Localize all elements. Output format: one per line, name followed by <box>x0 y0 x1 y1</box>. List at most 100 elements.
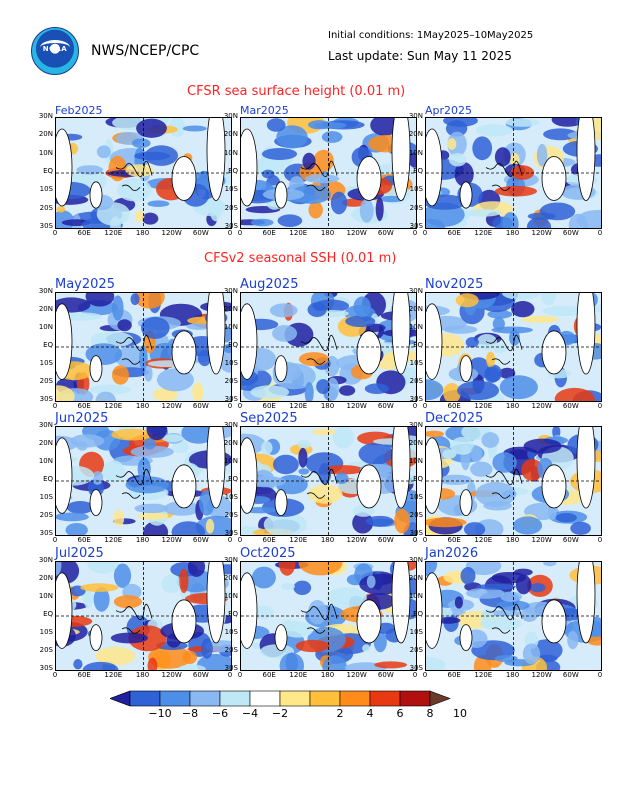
lon-label: 0 <box>597 402 603 410</box>
colorbar-tick-label: 8 <box>426 707 434 720</box>
panel-title: May2025 <box>55 277 115 292</box>
lat-label: EQ <box>228 475 238 483</box>
lon-label: 60E <box>77 402 91 410</box>
lon-label: 120W <box>346 671 367 679</box>
ssh-map-panel <box>425 117 602 229</box>
lon-label: 120E <box>289 402 308 410</box>
colorbar-tick-label: −10 <box>148 707 172 720</box>
lon-label: 0 <box>52 402 58 410</box>
lat-label: EQ <box>228 610 238 618</box>
lat-label: 30N <box>38 421 53 429</box>
lon-label: 120E <box>474 671 493 679</box>
lat-label: 10S <box>39 493 53 501</box>
lon-label: 60E <box>447 402 461 410</box>
lat-label: 10S <box>409 359 423 367</box>
colorbar-tick-label: −4 <box>241 707 259 720</box>
lon-label: 0 <box>52 536 58 544</box>
lat-label: 30S <box>39 529 53 537</box>
colorbar-swatch <box>339 690 371 707</box>
lat-label: EQ <box>228 341 238 349</box>
lon-label: 120W <box>161 671 182 679</box>
lat-label: 10S <box>39 359 53 367</box>
lat-label: 20N <box>408 305 423 313</box>
lon-label: 120W <box>346 402 367 410</box>
colorbar-swatch <box>399 690 431 707</box>
lon-label: 120W <box>161 402 182 410</box>
lat-label: 30S <box>39 222 53 230</box>
lon-label: 60W <box>192 536 209 544</box>
lat-label: EQ <box>413 610 423 618</box>
lon-label: 0 <box>422 671 428 679</box>
lat-label: 20S <box>409 203 423 212</box>
lat-label: 30N <box>408 287 423 295</box>
colorbar-tick-label: 2 <box>336 707 344 720</box>
lon-label: 180 <box>505 536 520 544</box>
lat-label: 30S <box>409 664 423 672</box>
colorbar-min-arrow <box>110 690 131 707</box>
ssh-map-panel <box>55 117 232 229</box>
ssh-map-panel <box>425 561 602 671</box>
lon-label: 0 <box>52 671 58 679</box>
lat-label: 20N <box>38 574 53 582</box>
lat-label: 10N <box>223 457 238 465</box>
lon-label: 120E <box>474 536 493 544</box>
lon-label: 60W <box>562 229 579 237</box>
lat-label: EQ <box>413 167 423 175</box>
lon-label: 60W <box>377 536 394 544</box>
lat-label: 30N <box>223 421 238 429</box>
lon-label: 120W <box>531 671 552 679</box>
lon-label: 0 <box>412 671 418 679</box>
colorbar-swatch <box>129 690 161 707</box>
lon-label: 0 <box>227 229 233 237</box>
lon-label: 180 <box>320 229 335 237</box>
lat-label: 30S <box>409 222 423 230</box>
lon-label: 120W <box>531 402 552 410</box>
panel-title: Jun2025 <box>55 411 109 426</box>
colorbar-swatch <box>189 690 221 707</box>
lat-label: 20S <box>224 646 238 654</box>
lat-label: EQ <box>43 167 53 175</box>
lat-label: 10N <box>408 457 423 465</box>
lat-label: 10N <box>408 592 423 600</box>
lat-label: 10S <box>224 185 238 194</box>
ssh-map-panel <box>55 292 232 402</box>
lat-label: 10S <box>409 493 423 501</box>
lon-label: 0 <box>597 671 603 679</box>
colorbar-tick-label: 10 <box>453 707 467 720</box>
lat-label: 10N <box>38 592 53 600</box>
lat-label: 20S <box>39 203 53 212</box>
lon-label: 0 <box>412 402 418 410</box>
lon-label: 120W <box>161 229 182 237</box>
lat-label: 20N <box>223 574 238 582</box>
lat-label: 20N <box>408 130 423 139</box>
lon-label: 0 <box>412 229 418 237</box>
lat-label: 30N <box>223 556 238 564</box>
lon-label: 60W <box>377 402 394 410</box>
lat-label: 30N <box>223 287 238 295</box>
lat-label: 10S <box>39 185 53 194</box>
lat-label: EQ <box>43 341 53 349</box>
colorbar-tick-label: −6 <box>211 707 229 720</box>
panel-title: Dec2025 <box>425 411 484 426</box>
lon-label: 120W <box>161 536 182 544</box>
lat-label: 10N <box>223 592 238 600</box>
lon-label: 0 <box>227 402 233 410</box>
lon-label: 0 <box>412 536 418 544</box>
lon-label: 0 <box>597 536 603 544</box>
lat-label: 30S <box>409 529 423 537</box>
ssh-map-panel <box>240 292 417 402</box>
lon-label: 60W <box>562 536 579 544</box>
colorbar-swatch <box>369 690 401 707</box>
ssh-map-panel <box>240 561 417 671</box>
lat-label: 30S <box>224 664 238 672</box>
lon-label: 0 <box>597 229 603 237</box>
lat-label: 30S <box>224 395 238 403</box>
lat-label: 30N <box>38 112 53 120</box>
panel-title: Mar2025 <box>240 104 289 117</box>
last-update: Last update: Sun May 11 2025 <box>328 49 512 63</box>
colorbar-swatch <box>219 690 251 707</box>
lat-label: 30N <box>223 112 238 120</box>
lon-label: 60E <box>77 536 91 544</box>
forecast-section-title: CFSv2 seasonal SSH (0.01 m) <box>204 251 397 266</box>
colorbar-tick-label: 6 <box>396 707 404 720</box>
